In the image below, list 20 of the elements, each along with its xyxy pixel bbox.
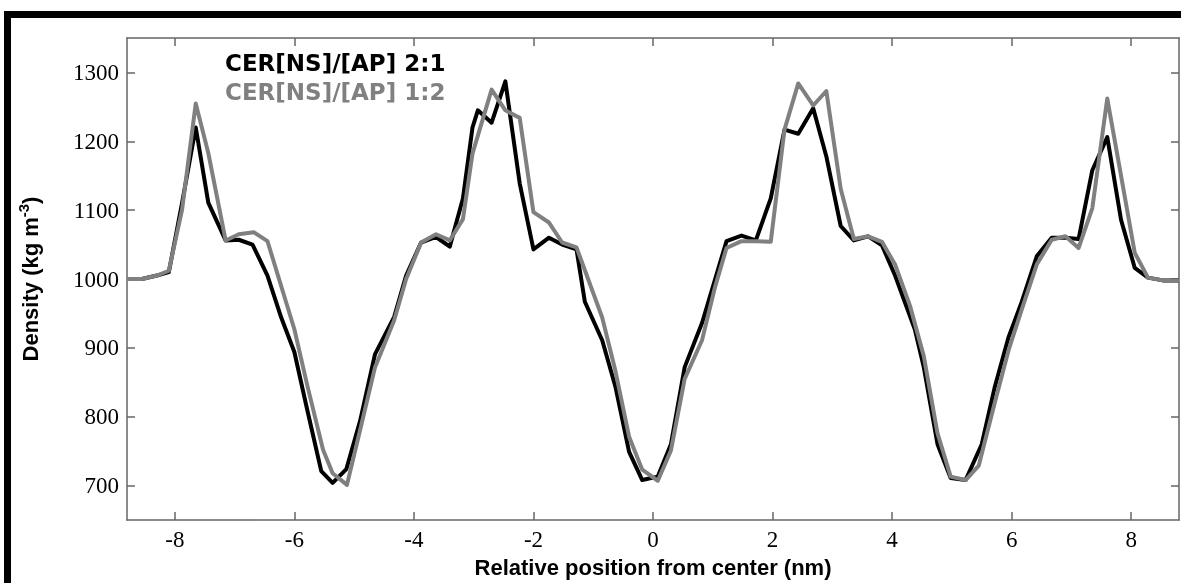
x-tick-label: 0 [647, 527, 659, 552]
x-tick-label: -2 [523, 527, 544, 552]
x-tick-label: 2 [766, 527, 779, 552]
y-tick-label: 1200 [73, 128, 119, 154]
y-tick-label: 1000 [73, 266, 119, 292]
x-tick-label: 4 [886, 527, 899, 552]
series-label: CER[NS]/[AP] 1:2 [225, 78, 446, 105]
y-tick-label: 900 [84, 335, 119, 361]
y-tick-label: 1300 [73, 59, 119, 85]
x-tick-label: 6 [1005, 527, 1018, 552]
y-tick-label: 1100 [73, 197, 119, 223]
y-tick-label: 700 [84, 473, 119, 499]
x-axis-title: Relative position from center (nm) [474, 554, 832, 580]
x-tick-label: -6 [284, 527, 304, 552]
x-tick-label: -8 [165, 527, 185, 552]
x-tick-label: -4 [404, 527, 424, 552]
y-axis-title: Density (kg m-3) [15, 196, 43, 362]
text: CER[NS]/[AP] 2:1 [225, 49, 446, 76]
y-tick-label: 800 [84, 404, 119, 430]
x-tick-label: 8 [1125, 527, 1137, 552]
